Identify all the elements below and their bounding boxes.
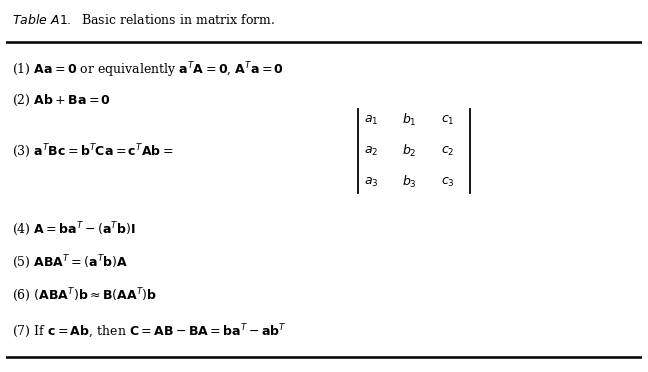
Text: $b_2$: $b_2$	[402, 143, 417, 160]
Text: (3) $\mathbf{a}^T \mathbf{Bc} = \mathbf{b}^T \mathbf{Ca} = \mathbf{c}^T \mathbf{: (3) $\mathbf{a}^T \mathbf{Bc} = \mathbf{…	[12, 142, 173, 160]
Text: $c_3$: $c_3$	[441, 176, 455, 189]
Text: (2) $\mathbf{Ab} + \mathbf{Ba} = \mathbf{0}$: (2) $\mathbf{Ab} + \mathbf{Ba} = \mathbf…	[12, 93, 111, 108]
Text: (6) $(\mathbf{ABA}^T) \mathbf{b} \approx \mathbf{B}(\mathbf{AA}^T)\mathbf{b}$: (6) $(\mathbf{ABA}^T) \mathbf{b} \approx…	[12, 286, 157, 304]
Text: $b_3$: $b_3$	[402, 174, 417, 190]
Text: $b_1$: $b_1$	[402, 112, 417, 128]
Text: $\mathit{Table\ A1.}$  Basic relations in matrix form.: $\mathit{Table\ A1.}$ Basic relations in…	[12, 13, 275, 27]
Text: $a_1$: $a_1$	[364, 114, 379, 127]
Text: $a_3$: $a_3$	[364, 176, 379, 189]
Text: (5) $\mathbf{ABA}^T = (\mathbf{a}^T \mathbf{b})\mathbf{A}$: (5) $\mathbf{ABA}^T = (\mathbf{a}^T \mat…	[12, 253, 128, 271]
Text: $c_1$: $c_1$	[441, 114, 455, 127]
Text: (1) $\mathbf{Aa} = \mathbf{0}$ or equivalently $\mathbf{a}^T \mathbf{A} = \mathb: (1) $\mathbf{Aa} = \mathbf{0}$ or equiva…	[12, 60, 284, 80]
Text: $c_2$: $c_2$	[441, 145, 455, 158]
Text: $a_2$: $a_2$	[364, 145, 379, 158]
Text: (4) $\mathbf{A} = \mathbf{ba}^T - (\mathbf{a}^T \mathbf{b})\mathbf{I}$: (4) $\mathbf{A} = \mathbf{ba}^T - (\math…	[12, 221, 135, 238]
Text: (7) If $\mathbf{c} = \mathbf{Ab}$, then $\mathbf{C} = \mathbf{AB} - \mathbf{BA} : (7) If $\mathbf{c} = \mathbf{Ab}$, then …	[12, 323, 286, 341]
